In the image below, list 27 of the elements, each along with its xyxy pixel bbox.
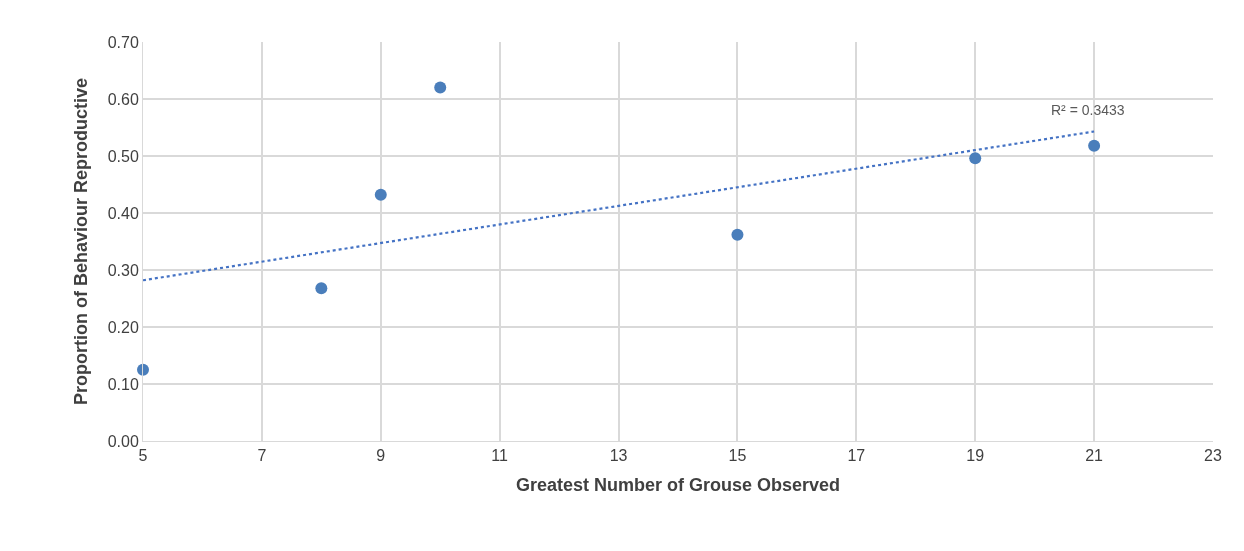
annotation: R² = 0.3433 [1051,102,1125,118]
y-tick-label: 0.70 [107,33,139,51]
x-tick-label: 21 [1085,447,1104,465]
x-tick-label: 11 [491,447,509,465]
x-tick-label: 19 [966,447,985,465]
x-tick-label: 7 [257,447,267,465]
x-tick-label: 15 [728,447,747,465]
x-tick-label: 5 [138,447,148,465]
y-tick-label: 0.30 [107,261,139,279]
x-axis-title: Greatest Number of Grouse Observed [515,475,841,496]
point [1088,139,1101,152]
x-tick-label: 23 [1204,447,1222,465]
point [969,152,982,165]
x-tick-label: 17 [847,447,866,465]
y-tick-label: 0.50 [107,147,139,165]
point [434,81,447,94]
y-tick-label: 0.40 [107,204,139,222]
y-tick-label: 0.10 [107,375,139,393]
point [374,188,387,201]
x-tick-label: 13 [609,447,628,465]
point [731,228,744,241]
point [315,282,328,295]
x-tick-label: 9 [376,447,386,465]
y-tick-label: 0.60 [107,90,139,108]
y-axis-title: Proportion of Behaviour Reproductive [70,77,91,406]
y-tick-label: 0.00 [107,432,139,450]
y-tick-label: 0.20 [107,318,139,336]
